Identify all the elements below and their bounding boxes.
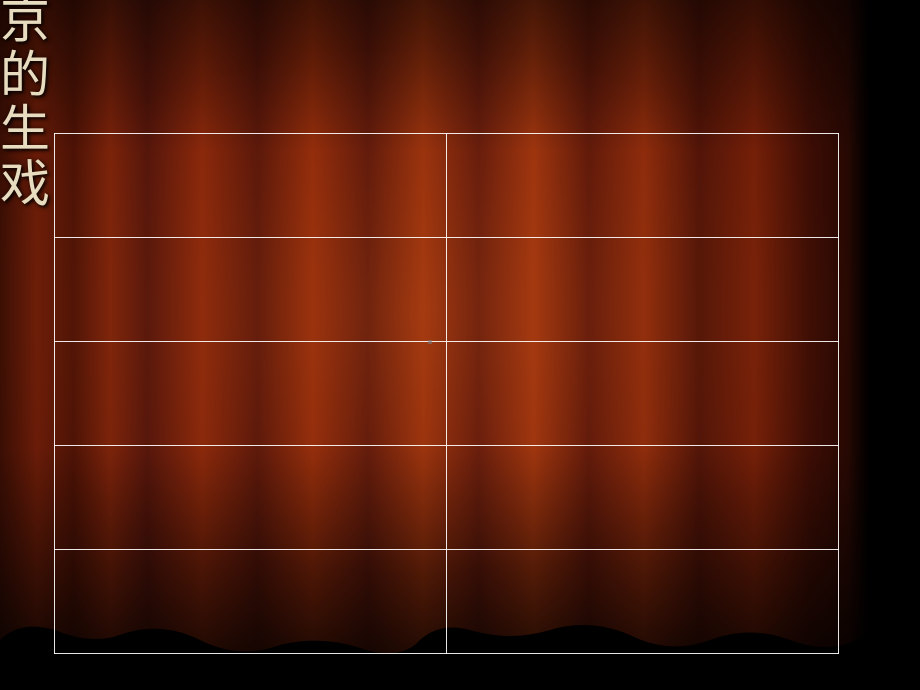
table-row bbox=[55, 342, 839, 446]
content-table bbox=[54, 133, 839, 654]
table-cell bbox=[55, 550, 447, 654]
table-cell bbox=[447, 238, 839, 342]
slide-stage: 京 的 生 戏 bbox=[0, 0, 920, 690]
table-cell bbox=[447, 446, 839, 550]
title-char: 生 bbox=[0, 103, 50, 156]
title-char: 戏 bbox=[0, 158, 50, 211]
table-cell bbox=[55, 446, 447, 550]
table-cell bbox=[55, 342, 447, 446]
right-black-panel bbox=[848, 0, 920, 690]
table-row bbox=[55, 134, 839, 238]
center-dot-artifact bbox=[428, 340, 432, 344]
table-row bbox=[55, 446, 839, 550]
table-cell bbox=[447, 134, 839, 238]
table-cell bbox=[55, 238, 447, 342]
title-char: 的 bbox=[0, 49, 50, 102]
table-cell bbox=[55, 134, 447, 238]
title-char: 京 bbox=[0, 0, 50, 47]
table-cell bbox=[447, 550, 839, 654]
table-row bbox=[55, 238, 839, 342]
vertical-title: 京 的 生 戏 bbox=[0, 0, 50, 210]
table-cell bbox=[447, 342, 839, 446]
table-row bbox=[55, 550, 839, 654]
